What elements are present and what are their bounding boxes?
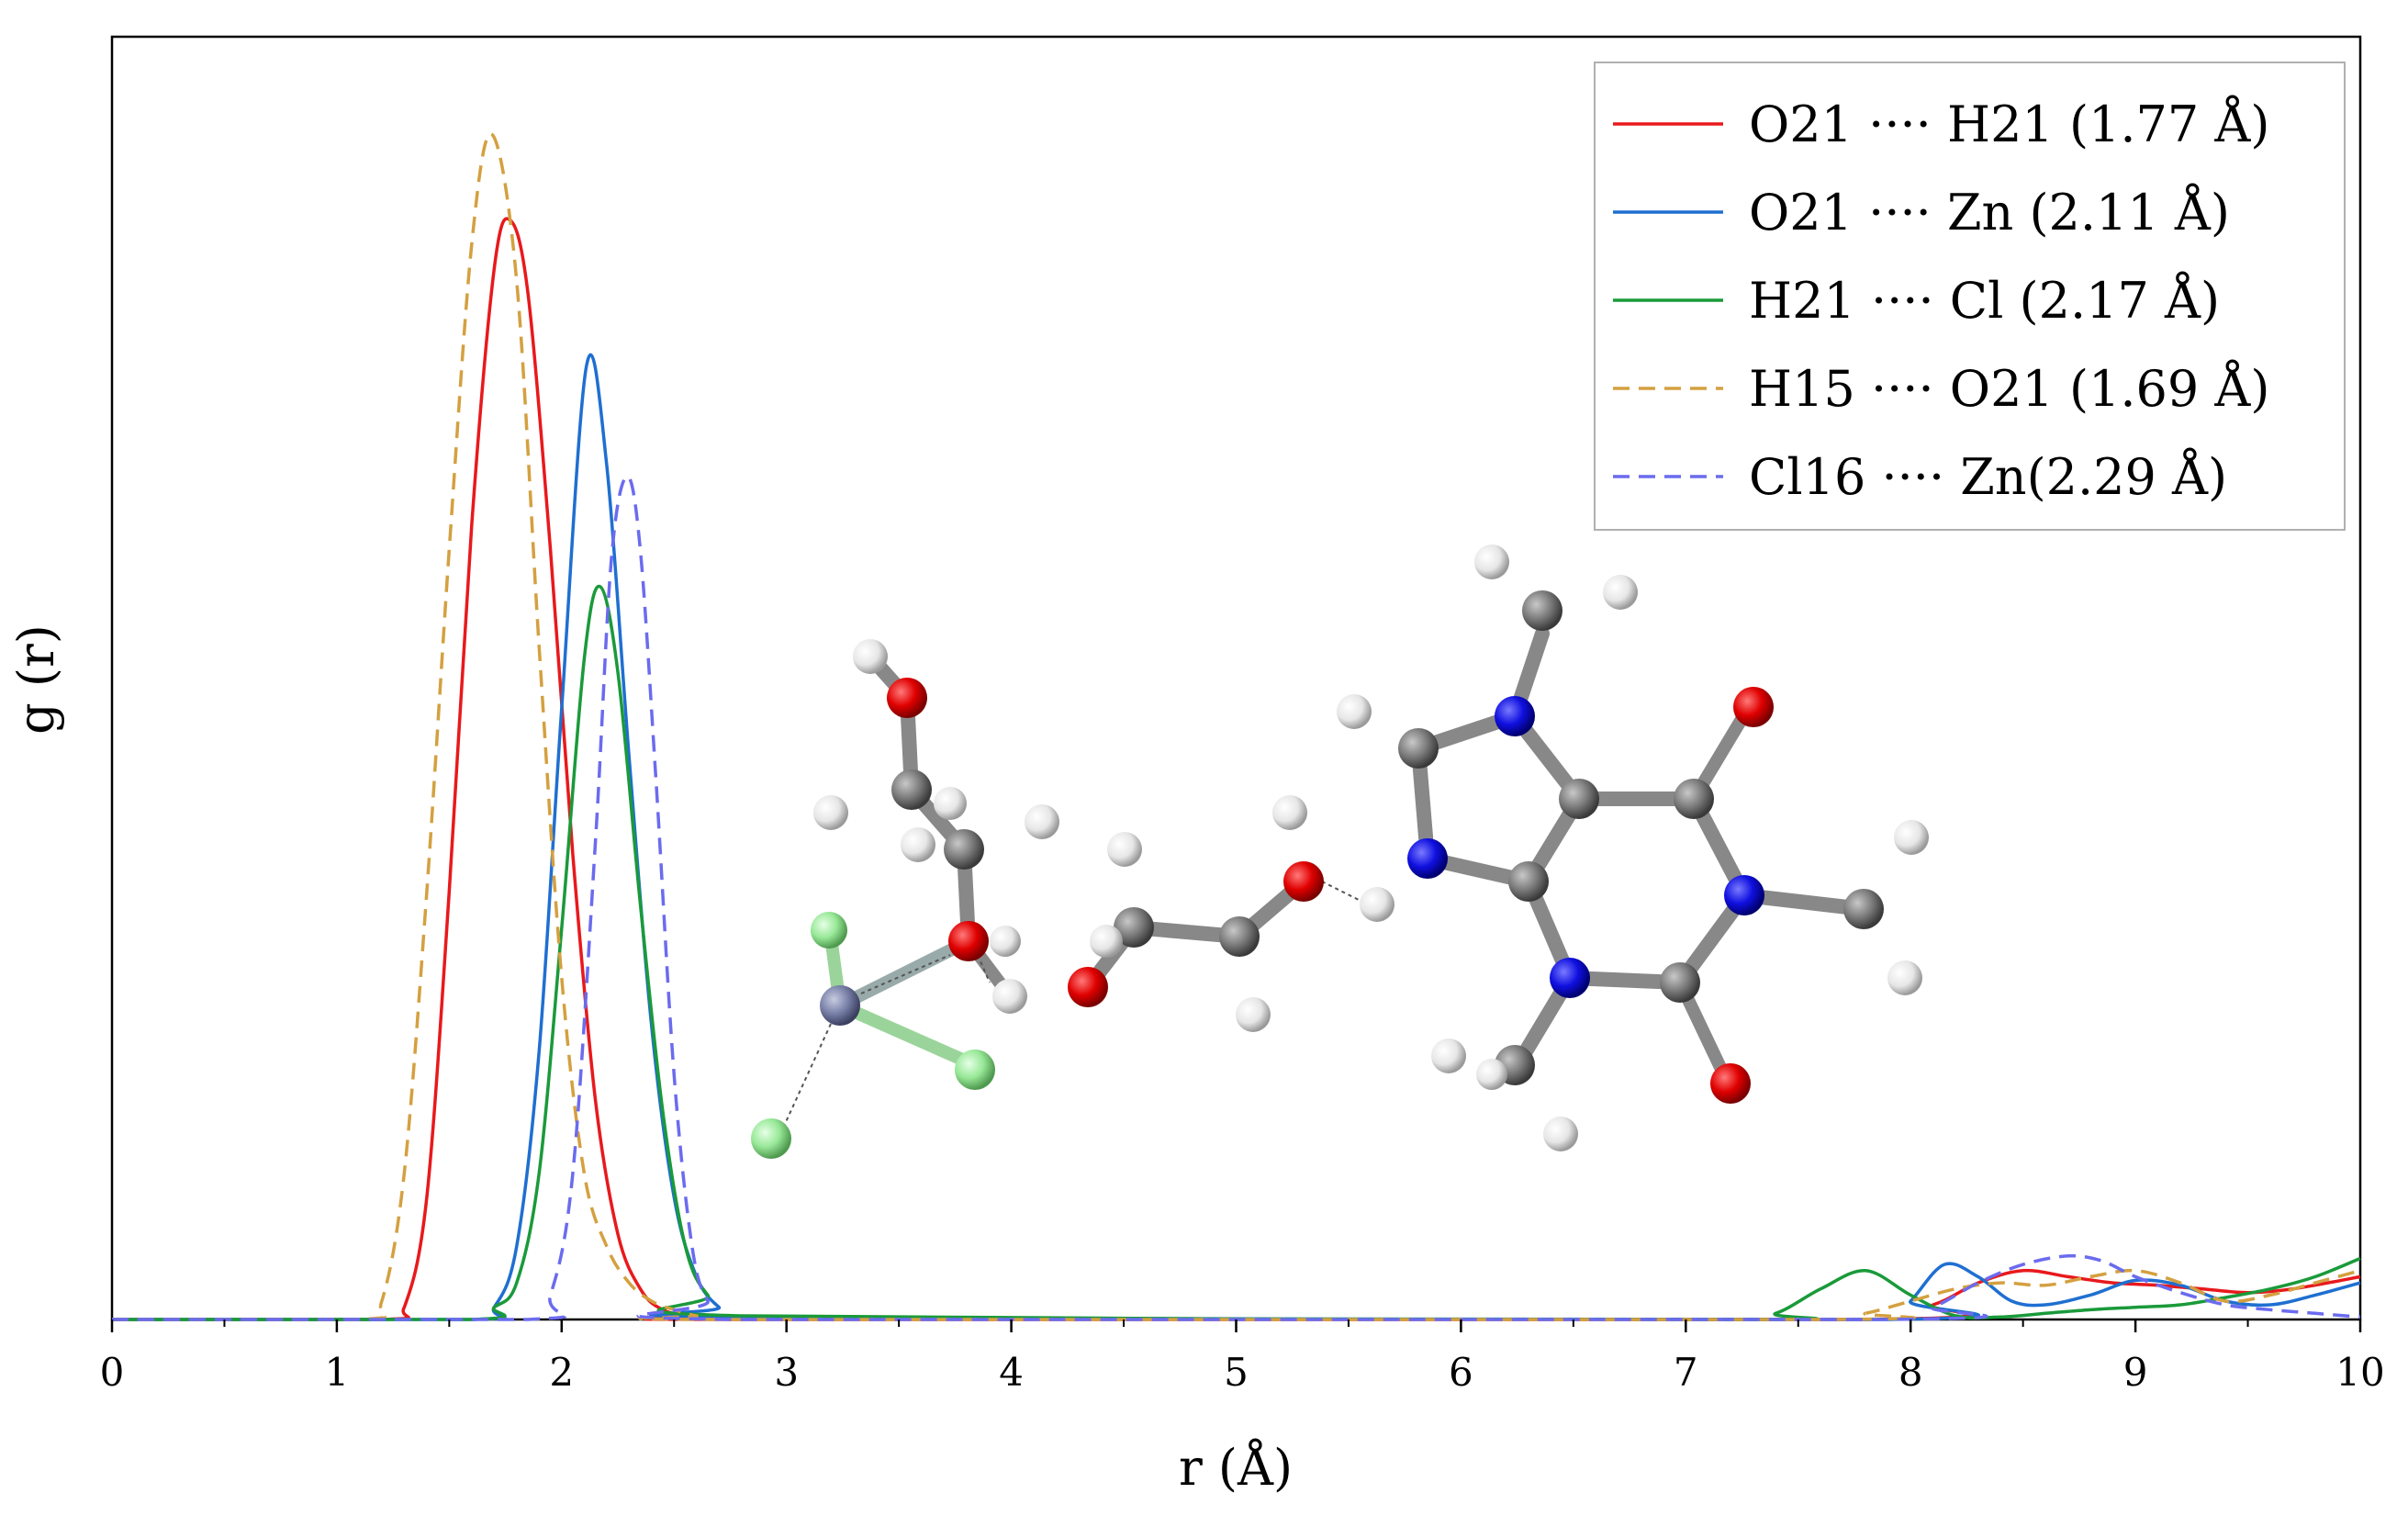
legend-label-5: Cl16 ···· Zn(2.29 Å) [1749, 446, 2227, 506]
legend-label-3: H21 ···· Cl (2.17 Å) [1749, 270, 2220, 330]
x-axis-ticks: 0 1 2 3 4 5 6 7 8 9 10 [100, 1319, 2385, 1395]
x-tick-label: 1 [325, 1350, 350, 1395]
series-line-1 [112, 217, 2361, 1321]
series-line-3 [112, 584, 2361, 1321]
legend-label-4: H15 ···· O21 (1.69 Å) [1749, 358, 2269, 418]
legend-box [1594, 62, 2346, 531]
legend-label-2: O21 ···· Zn (2.11 Å) [1749, 182, 2230, 241]
series-line-5 [112, 475, 2361, 1321]
x-tick-label: 4 [999, 1350, 1024, 1395]
y-axis-title: g (r) [7, 624, 65, 735]
x-tick-label: 3 [774, 1350, 799, 1395]
series-layer [112, 132, 2361, 1321]
x-tick-label: 9 [2123, 1350, 2148, 1395]
molecule-illustration [751, 545, 1929, 1159]
x-tick-label: 6 [1449, 1350, 1473, 1395]
legend-items: O21 ···· H21 (1.77 Å) O21 ···· Zn (2.11 Å… [1613, 94, 2269, 506]
x-axis-title: r (Å) [1179, 1437, 1293, 1497]
x-tick-label: 10 [2335, 1350, 2384, 1395]
x-tick-label: 2 [549, 1350, 574, 1395]
x-tick-label: 8 [1898, 1350, 1923, 1395]
x-tick-label: 7 [1674, 1350, 1698, 1395]
series-line-4 [112, 132, 2361, 1321]
legend-label-1: O21 ···· H21 (1.77 Å) [1749, 94, 2269, 153]
legend: O21 ···· H21 (1.77 Å) O21 ···· Zn (2.11 Å… [1594, 62, 2346, 531]
x-tick-label: 0 [100, 1350, 125, 1395]
x-tick-label: 5 [1224, 1350, 1249, 1395]
